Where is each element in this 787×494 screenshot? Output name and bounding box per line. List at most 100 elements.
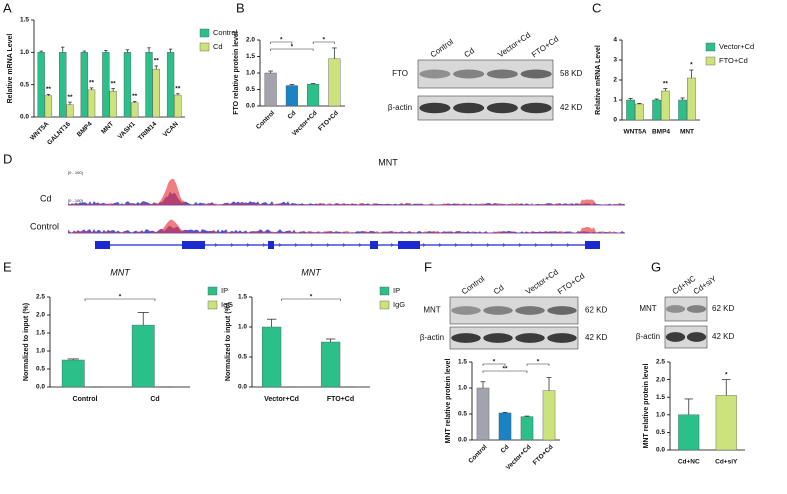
legend-label: IP [393,286,400,295]
gene-arrow [278,243,282,247]
bar [307,84,320,107]
y-tick-label: 0.0 [656,447,665,454]
y-axis-label: Normalized to input (%) [23,303,30,381]
bar [661,90,670,121]
blot-row-label: β-actin [420,333,444,342]
blot-row-label: MNT [423,306,440,315]
comparison-bracket [482,363,506,366]
blot-band [686,332,707,342]
comparison-bracket [526,363,550,366]
significance-label: ** [175,85,181,92]
gene-arrow [454,243,458,247]
bar [678,99,687,121]
track-row-label: Control [30,221,59,231]
gene-exon [268,241,274,249]
blot-band [520,69,552,79]
blot-row-label: β-actin [388,103,412,112]
bar [61,359,85,388]
blot-band [486,102,518,114]
blot-band [483,306,513,315]
legend-swatch [705,42,716,52]
gene-arrow [422,243,426,247]
bar [678,414,700,451]
blot-band [453,69,485,79]
comparison-label: * [537,359,540,366]
y-tick-label: 0.0 [238,384,247,391]
gene-arrow [374,243,378,247]
comparison-label: ** [502,366,508,373]
bar [542,390,556,441]
gene-arrow [486,243,490,247]
blot-size-label: 62 KD [712,304,734,313]
bar [87,89,96,118]
blot-band [453,102,485,114]
bar [145,52,153,118]
bar [66,104,74,118]
panel-letter: E [3,259,12,274]
gene-exon [95,241,110,249]
bar [498,412,512,441]
x-tick-label: Cd+NC [678,459,700,466]
y-tick-label: 1.0 [246,70,255,77]
blot-row-label: FTO [392,69,408,78]
gene-arrow [566,243,570,247]
legend-label: Cd [213,42,223,51]
legend-label: IP [221,286,228,295]
bar [44,95,53,118]
x-tick-label: BMP4 [652,129,670,136]
y-tick-label: 0.0 [458,437,467,444]
y-tick-label: 0 [613,117,617,124]
blot-band [419,102,451,114]
blot-band [515,333,545,343]
bar [123,52,132,118]
y-tick-label: 1.0 [238,324,247,331]
comparison-label: * [493,359,496,366]
blot-band [547,333,577,343]
blot-size-label: 58 KD [560,69,582,78]
gene-arrow [406,243,410,247]
x-tick-label: Cd [286,110,297,121]
y-tick-label: 1.5 [20,17,29,24]
y-tick-label: 1.5 [458,359,467,366]
bar [59,52,67,118]
legend-label: FTO+Cd [719,56,748,65]
blot-band [665,305,686,313]
y-tick-label: 1.0 [20,49,29,56]
legend-swatch [207,286,218,296]
bar [320,341,341,388]
bar [715,395,737,451]
bar [285,85,298,107]
x-tick-label: Control [73,396,98,403]
gene-exon [182,241,205,249]
blot-band [451,306,481,315]
x-tick-label: FTO+Cd [327,396,354,403]
blot-row-label: β-actin [636,332,660,341]
gene-arrow [326,243,330,247]
blot-size-label: 42 KD [560,103,582,112]
y-tick-label: 4 [613,37,617,44]
blot-band [686,305,707,313]
bar [174,94,182,118]
track-row-label: Cd [40,193,52,203]
bar [109,90,117,118]
blot-size-label: 42 KD [712,332,734,341]
legend-label: IgG [221,300,233,309]
y-tick-label: 0.5 [458,411,467,418]
bar [328,58,341,107]
panel-letter: B [236,0,245,15]
y-tick-label: 0.0 [246,103,255,110]
comparison-label: * [119,294,122,301]
track-range-label: [0 - 100] [68,198,83,203]
x-tick-label: Cd+siY [715,459,738,466]
bar [131,324,155,388]
blot-strip [664,325,708,349]
panel-letter: A [3,0,12,15]
y-tick-label: 2.5 [656,359,665,366]
legend-swatch [379,286,390,296]
blot-band [451,333,481,343]
y-axis-label: MNT relative protein level [445,359,452,444]
panel-letter: D [3,151,12,166]
gene-arrow [358,243,362,247]
comparison-label: * [291,44,294,51]
bar [635,103,644,121]
